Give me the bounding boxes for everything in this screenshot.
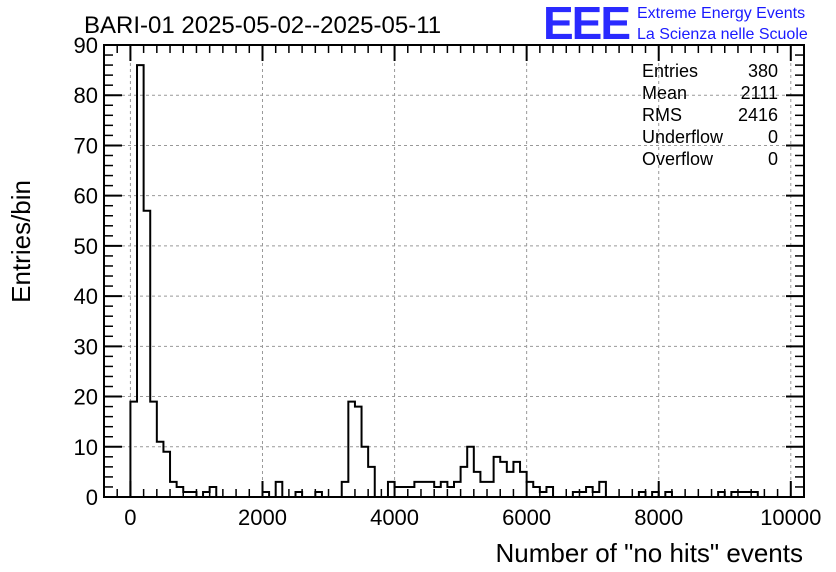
y-tick-label: 30 <box>74 334 98 359</box>
histogram-line <box>129 64 791 498</box>
stats-label: Entries <box>642 61 698 81</box>
stats-label: RMS <box>642 105 682 125</box>
stats-box: Entries 380 Mean 2111 RMS 2416 Underflow 0 Overf… <box>642 61 778 169</box>
y-tick-label: 20 <box>74 385 98 410</box>
chart-title: BARI-01 2025-05-02--2025-05-11 <box>84 12 441 39</box>
stats-value: 380 <box>748 61 778 81</box>
grid-lines <box>104 45 804 497</box>
x-tick-labels: 0 2000 4000 6000 8000 10000 <box>124 505 821 530</box>
y-tick-label: 40 <box>74 284 98 309</box>
x-tick-label: 6000 <box>502 505 551 530</box>
stats-value: 2416 <box>738 105 778 125</box>
y-tick-label: 60 <box>74 184 98 209</box>
logo-line-2: La Scienza nelle Scuole <box>637 26 808 43</box>
x-axis-label: Number of "no hits" events <box>496 538 804 568</box>
y-axis-label: Entries/bin <box>6 180 36 303</box>
plot-frame <box>103 44 805 498</box>
x-tick-label: 4000 <box>370 505 419 530</box>
eee-logo: EEE Extreme Energy Events La Scienza nel… <box>543 0 808 49</box>
stats-value: 0 <box>768 127 778 147</box>
stats-label: Overflow <box>642 149 714 169</box>
stats-value: 0 <box>768 149 778 169</box>
y-tick-label: 80 <box>74 83 98 108</box>
y-tick-label: 70 <box>74 133 98 158</box>
stats-label: Underflow <box>642 127 724 147</box>
stats-value: 2111 <box>741 83 778 103</box>
x-tick-label: 2000 <box>238 505 287 530</box>
x-tick-label: 8000 <box>634 505 683 530</box>
y-tick-label: 90 <box>74 33 98 58</box>
logo-mark: EEE <box>543 0 629 49</box>
axis-ticks <box>103 44 805 498</box>
stats-label: Mean <box>642 83 687 103</box>
x-tick-label: 10000 <box>760 505 821 530</box>
y-tick-labels: 0 10 20 30 40 50 60 70 80 90 <box>74 33 98 510</box>
x-tick-label: 0 <box>124 505 136 530</box>
y-tick-label: 0 <box>86 485 98 510</box>
y-tick-label: 10 <box>74 435 98 460</box>
y-tick-label: 50 <box>74 234 98 259</box>
logo-line-1: Extreme Energy Events <box>637 5 805 22</box>
